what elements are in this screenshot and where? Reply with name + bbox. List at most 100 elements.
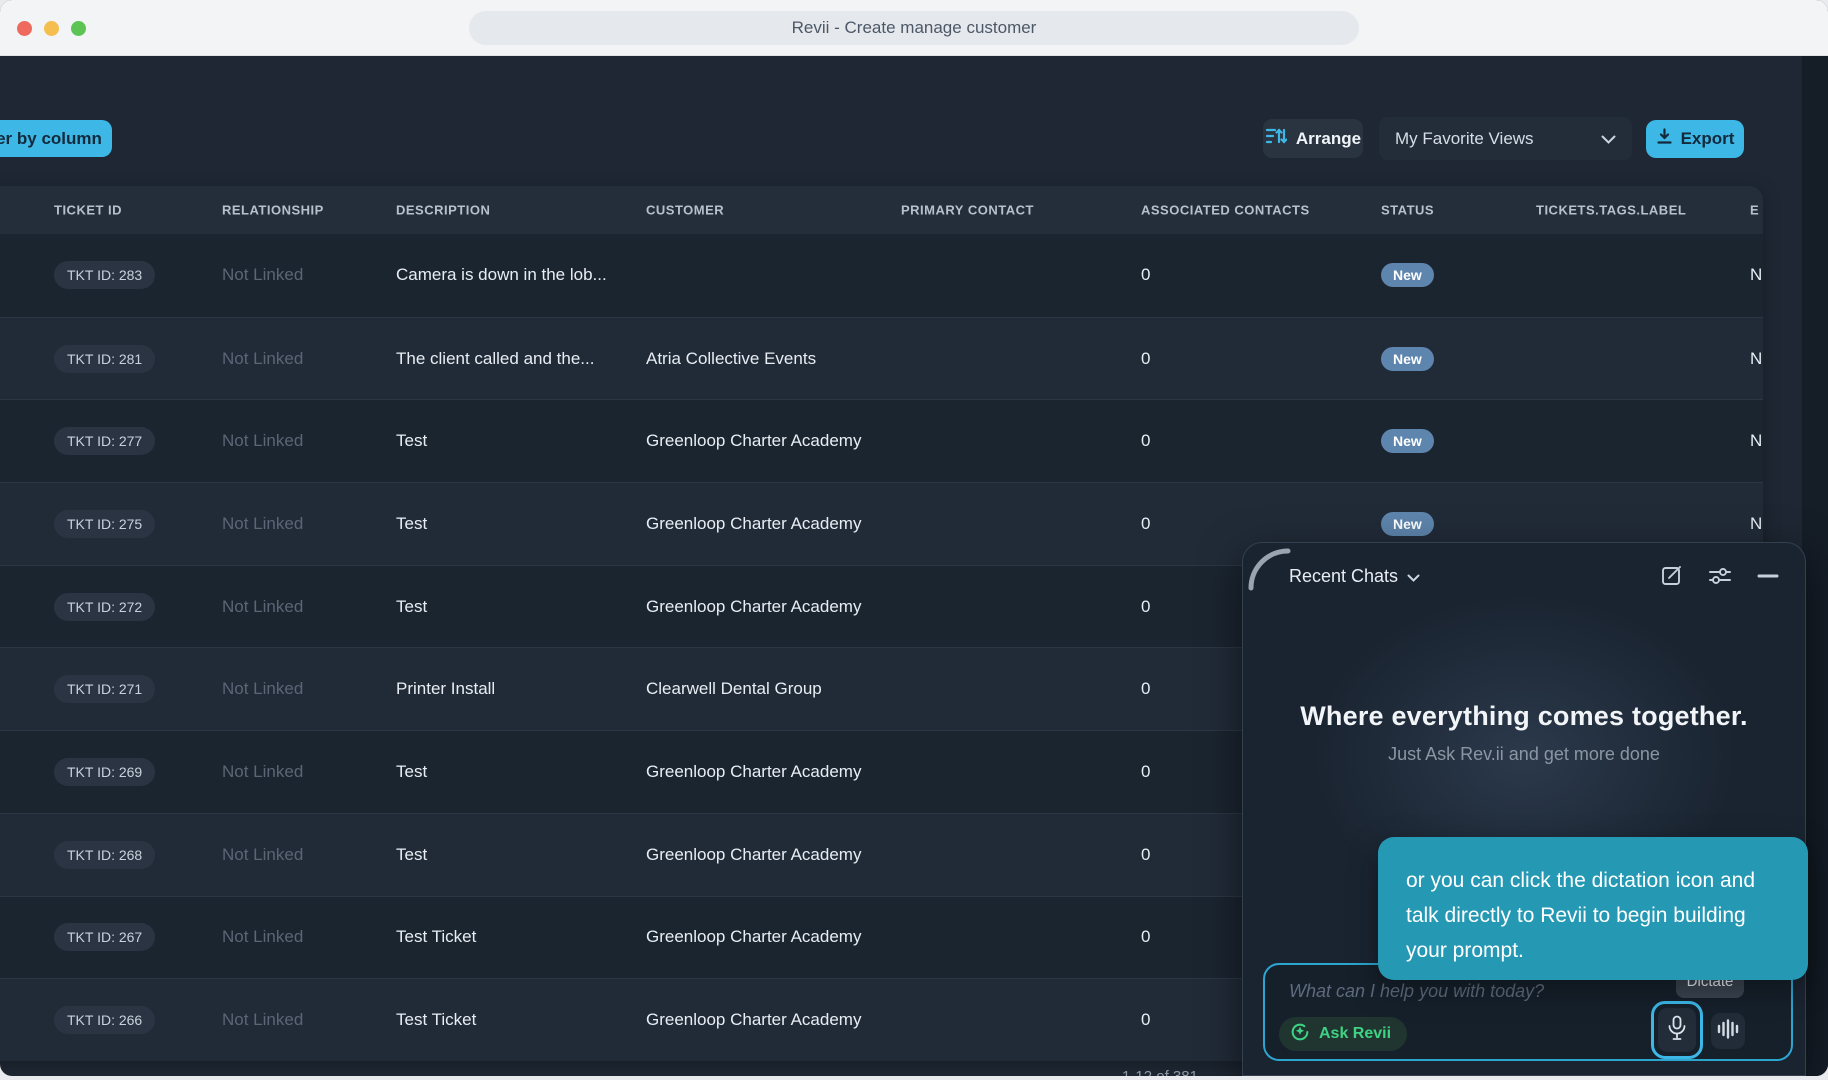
cell-status: New (1381, 263, 1434, 288)
ticket-id-pill: TKT ID: 283 (54, 261, 156, 290)
ticket-id-pill: TKT ID: 281 (54, 344, 156, 373)
cell-tag-partial: N (1750, 431, 1763, 451)
settings-sliders-icon[interactable] (1707, 563, 1733, 589)
cell-associated-contacts: 0 (1141, 513, 1151, 533)
minimize-window-button[interactable] (44, 21, 59, 36)
revii-chat-panel: Recent Chats Where e (1242, 542, 1806, 1076)
ticket-id-pill: TKT ID: 268 (54, 840, 156, 869)
favorite-views-value: My Favorite Views (1395, 128, 1534, 148)
cell-ticket-id: TKT ID: 271 (54, 675, 156, 704)
export-button[interactable]: Export (1646, 120, 1744, 158)
cell-tag-partial: N (1750, 513, 1763, 533)
cell-description: Test (396, 513, 428, 533)
sparkle-icon (1289, 1021, 1311, 1048)
cell-relationship: Not Linked (222, 513, 304, 533)
cell-relationship: Not Linked (222, 844, 304, 864)
column-header[interactable]: DESCRIPTION (396, 202, 491, 218)
waveform-button[interactable] (1711, 1013, 1745, 1049)
prompt-placeholder: What can I help you with today? (1289, 981, 1545, 1001)
cell-associated-contacts: 0 (1141, 844, 1151, 864)
hero-title: Where everything comes together. (1300, 701, 1748, 731)
chevron-down-icon (1601, 129, 1616, 149)
ticket-id-pill: TKT ID: 275 (54, 509, 156, 538)
cell-ticket-id: TKT ID: 281 (54, 344, 156, 373)
cell-customer: Clearwell Dental Group (646, 679, 822, 699)
table-row[interactable]: TKT ID: 283 Not Linked Camera is down in t… (0, 234, 1763, 317)
ticket-id-pill: TKT ID: 266 (54, 1006, 156, 1035)
dictation-mic-button[interactable] (1658, 1008, 1696, 1052)
cell-status: New (1381, 346, 1434, 371)
cell-customer: Greenloop Charter Academy (646, 761, 862, 781)
cell-associated-contacts: 0 (1141, 1010, 1151, 1030)
filter-by-column-button[interactable]: er by column (0, 120, 112, 157)
column-header[interactable]: CUSTOMER (646, 202, 725, 218)
favorite-views-dropdown[interactable]: My Favorite Views (1379, 117, 1632, 160)
status-badge: New (1381, 429, 1434, 454)
chevron-down-icon (1407, 566, 1420, 587)
close-window-button[interactable] (17, 21, 32, 36)
cell-tag-partial: N (1750, 265, 1763, 285)
cell-status: New (1381, 429, 1434, 454)
window-title: Revii - Create manage customer (469, 11, 1359, 45)
table-row[interactable]: TKT ID: 277 Not Linked Test Greenloop Chart… (0, 399, 1763, 483)
cell-description: Camera is down in the lob... (396, 265, 607, 285)
cell-description: Test Ticket (396, 1010, 477, 1030)
cell-relationship: Not Linked (222, 431, 304, 451)
cell-customer: Greenloop Charter Academy (646, 513, 862, 533)
pagination-label: 1-12 of 381 (1050, 1068, 1270, 1076)
loading-arc-icon (1246, 546, 1292, 597)
cell-associated-contacts: 0 (1141, 679, 1151, 699)
recent-chats-label: Recent Chats (1289, 565, 1399, 586)
column-header[interactable]: STATUS (1381, 202, 1435, 218)
recent-chats-dropdown[interactable]: Recent Chats (1289, 566, 1420, 587)
dictation-highlight-ring (1651, 1001, 1703, 1059)
cell-description: Test (396, 596, 428, 616)
ticket-id-pill: TKT ID: 271 (54, 675, 156, 704)
cell-tag-partial: N (1750, 348, 1763, 368)
new-chat-icon[interactable] (1659, 563, 1685, 589)
cell-description: Printer Install (396, 679, 496, 699)
cell-description: Test (396, 431, 428, 451)
cell-description: Test Ticket (396, 927, 477, 947)
waveform-icon (1716, 1018, 1740, 1045)
table-header: TICKET ID RELATIONSHIP DESCRIPTION CUSTOMER… (0, 186, 1763, 234)
cell-relationship: Not Linked (222, 348, 304, 368)
cell-customer: Greenloop Charter Academy (646, 927, 862, 947)
minimize-panel-icon[interactable] (1755, 563, 1781, 589)
ask-revii-label: Ask Revii (1319, 1025, 1392, 1042)
arrange-button[interactable]: Arrange (1263, 119, 1363, 158)
cell-description: The client called and the... (396, 348, 595, 368)
cell-ticket-id: TKT ID: 275 (54, 509, 156, 538)
ask-revii-button[interactable]: Ask Revii (1279, 1017, 1408, 1051)
cell-ticket-id: TKT ID: 267 (54, 923, 156, 952)
cell-status: New (1381, 511, 1434, 536)
hero-subtitle: Just Ask Rev.ii and get more done (1388, 744, 1660, 764)
status-badge: New (1381, 511, 1434, 536)
table-row[interactable]: TKT ID: 281 Not Linked The client called a… (0, 316, 1763, 400)
ticket-id-pill: TKT ID: 269 (54, 757, 156, 786)
zoom-window-button[interactable] (71, 21, 86, 36)
column-header[interactable]: TICKET ID (54, 202, 123, 218)
column-header[interactable]: E (1750, 202, 1760, 218)
cell-associated-contacts: 0 (1141, 596, 1151, 616)
column-header[interactable]: PRIMARY CONTACT (901, 202, 1034, 218)
cell-customer: Greenloop Charter Academy (646, 596, 862, 616)
column-header[interactable]: ASSOCIATED CONTACTS (1141, 202, 1310, 218)
cell-associated-contacts: 0 (1141, 348, 1151, 368)
column-header[interactable]: RELATIONSHIP (222, 202, 324, 218)
export-label: Export (1680, 129, 1735, 148)
status-badge: New (1381, 346, 1434, 371)
cell-associated-contacts: 0 (1141, 927, 1151, 947)
ticket-id-pill: TKT ID: 272 (54, 592, 156, 621)
cell-ticket-id: TKT ID: 269 (54, 757, 156, 786)
ticket-id-pill: TKT ID: 267 (54, 923, 156, 952)
cell-relationship: Not Linked (222, 761, 304, 781)
cell-associated-contacts: 0 (1141, 265, 1151, 285)
coach-tooltip: or you can click the dictation icon and … (1378, 837, 1808, 980)
cell-ticket-id: TKT ID: 277 (54, 427, 156, 456)
column-header[interactable]: TICKETS.TAGS.LABEL (1536, 202, 1687, 218)
mic-icon (1666, 1015, 1688, 1046)
cell-relationship: Not Linked (222, 1010, 304, 1030)
cell-ticket-id: TKT ID: 283 (54, 261, 156, 290)
